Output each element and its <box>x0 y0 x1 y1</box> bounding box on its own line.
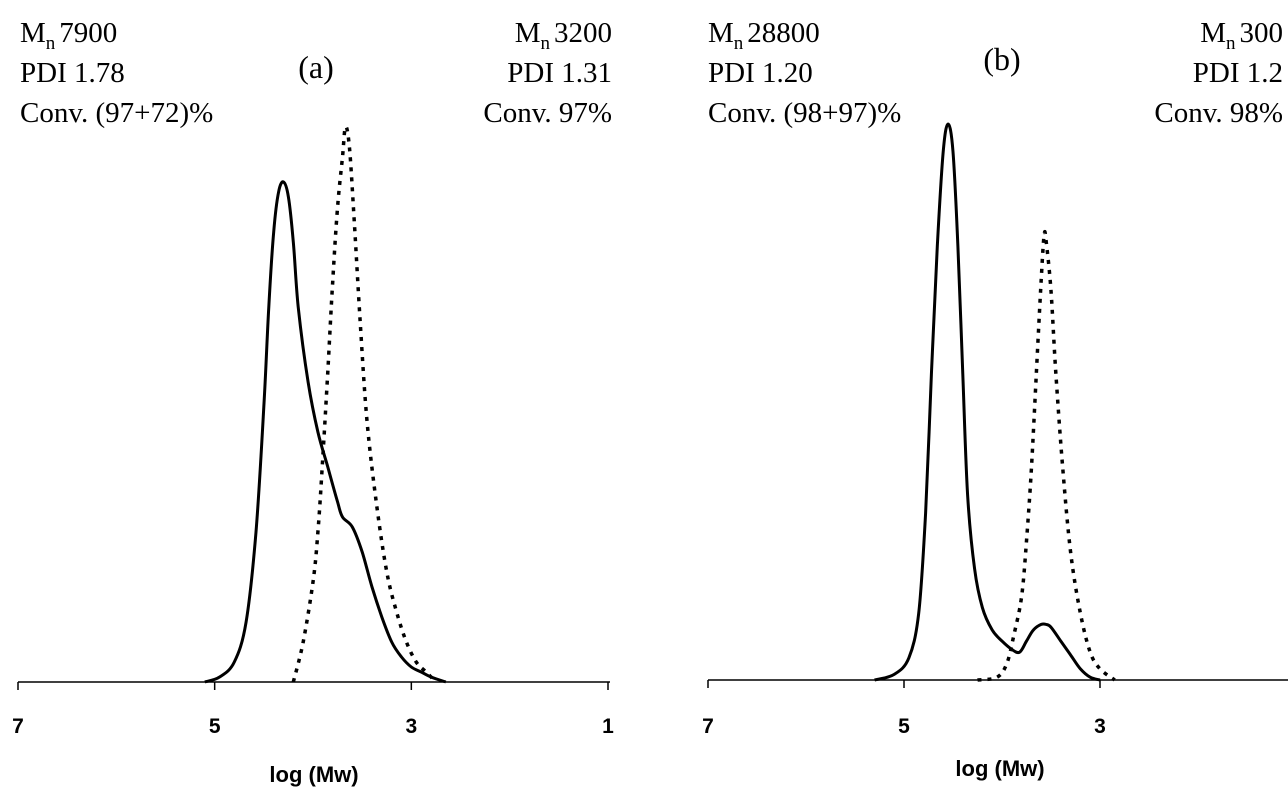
panel-b-left-conv: Conv. (98+97)% <box>708 97 901 129</box>
panel-b-dotted-trace <box>977 229 1116 682</box>
panel-a-solid-trace <box>204 180 447 684</box>
panel-b-right-pdi: PDI 1.2 <box>1193 57 1283 89</box>
panel-a-left-mn: Mn 7900 <box>20 17 117 54</box>
panel-a-right-pdi: PDI 1.31 <box>507 57 612 89</box>
panel-a-left-pdi: PDI 1.78 <box>20 57 125 89</box>
panel-a-series <box>204 124 447 684</box>
panel-a-tick-label: 7 <box>12 715 24 738</box>
panel-b-tick-label: 3 <box>1094 715 1106 738</box>
panel-a-dotted-trace <box>291 124 438 684</box>
panel-b-left-mn: Mn 28800 <box>708 17 820 54</box>
panel-a-tick-label: 3 <box>405 715 417 738</box>
panel-a-left-conv: Conv. (97+72)% <box>20 97 213 129</box>
panel-b-right-conv: Conv. 98% <box>1154 97 1283 129</box>
panel-b-tick-label: 5 <box>898 715 910 738</box>
panel-b-x-axis-title: log (Mw) <box>955 756 1044 781</box>
panel-a-ticks: 7 5 3 1 <box>12 682 614 738</box>
panel-a-tick-label: 5 <box>209 715 221 738</box>
panel-a-x-axis-title: log (Mw) <box>269 762 358 787</box>
panel-b-left-pdi: PDI 1.20 <box>708 57 813 89</box>
panel-b-right-mn: Mn 300 <box>1200 17 1283 54</box>
panel-b-series <box>874 122 1116 682</box>
panel-b: Mn 28800 PDI 1.20 Conv. (98+97)% (b) Mn 30… <box>702 17 1288 781</box>
panel-a-tick-label: 1 <box>602 715 614 738</box>
panel-b-ticks: 7 5 3 <box>702 680 1106 738</box>
panel-b-tick-label: 7 <box>702 715 714 738</box>
panel-a: Mn 7900 PDI 1.78 Conv. (97+72)% (a) Mn 320… <box>12 17 614 787</box>
panel-b-solid-trace <box>874 122 1101 682</box>
panel-b-label: (b) <box>983 41 1020 77</box>
panel-a-label: (a) <box>298 49 334 85</box>
panel-a-right-conv: Conv. 97% <box>483 97 612 129</box>
panel-a-right-mn: Mn 3200 <box>515 17 612 54</box>
